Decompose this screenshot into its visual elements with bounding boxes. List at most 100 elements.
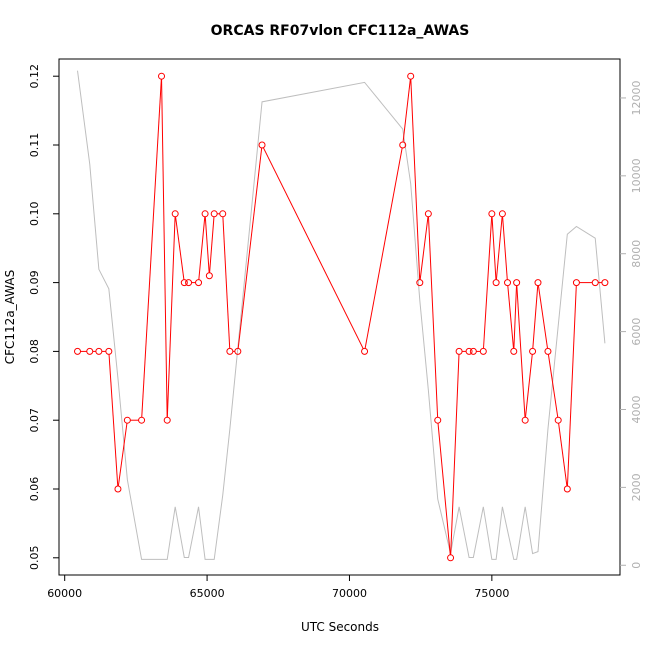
chart-title: ORCAS RF07vlon CFC112a_AWAS xyxy=(211,23,470,39)
primary-point-36 xyxy=(513,279,521,287)
primary-segment-7 xyxy=(161,79,168,418)
x-tick-label-1: 65000 xyxy=(190,587,225,600)
primary-segment-9 xyxy=(175,216,185,280)
primary-point-42 xyxy=(563,485,571,493)
x-tick-label-0: 60000 xyxy=(47,587,82,600)
secondary-line xyxy=(77,70,606,560)
y2-tick-label-3: 6000 xyxy=(630,318,643,346)
primary-segment-14 xyxy=(209,216,215,273)
primary-segment-23 xyxy=(419,216,429,280)
primary-point-7 xyxy=(158,72,166,80)
primary-segment-25 xyxy=(437,423,451,555)
primary-point-8 xyxy=(163,416,171,424)
primary-segment-34 xyxy=(507,285,515,349)
primary-point-30 xyxy=(479,347,487,355)
primary-point-26 xyxy=(447,554,455,562)
y2-axis: 0 2000 4000 6000 8000 10000 12000 xyxy=(620,80,643,569)
primary-segment-19 xyxy=(262,147,364,349)
primary-point-11 xyxy=(185,279,193,287)
primary-point-12 xyxy=(195,279,203,287)
primary-point-28 xyxy=(465,347,473,355)
y2-tick-label-0: 0 xyxy=(630,562,643,569)
primary-segment-3 xyxy=(108,354,119,487)
primary-point-18 xyxy=(234,347,242,355)
primary-point-9 xyxy=(171,210,179,218)
primary-point-44 xyxy=(591,279,599,287)
primary-segment-38 xyxy=(532,285,539,349)
primary-point-20 xyxy=(361,347,369,355)
primary-point-14 xyxy=(205,272,213,280)
primary-point-34 xyxy=(504,279,512,287)
y-tick-label-5: 0.10 xyxy=(28,202,41,227)
primary-point-41 xyxy=(554,416,562,424)
primary-point-43 xyxy=(572,279,580,287)
primary-segment-32 xyxy=(495,216,503,280)
primary-segment-31 xyxy=(491,216,497,280)
primary-point-35 xyxy=(510,347,518,355)
primary-point-38 xyxy=(529,347,537,355)
x-axis: 60000 65000 70000 75000 xyxy=(47,575,509,600)
primary-point-3 xyxy=(105,347,113,355)
primary-segment-13 xyxy=(204,216,210,273)
y-axis: 0.05 0.06 0.07 0.08 0.09 0.10 0.11 0.12 xyxy=(28,64,59,570)
primary-series xyxy=(74,72,609,562)
primary-segment-20 xyxy=(364,147,403,349)
y-tick-label-4: 0.09 xyxy=(28,270,41,295)
y-tick-label-1: 0.06 xyxy=(28,477,41,502)
y-tick-label-0: 0.05 xyxy=(28,546,41,571)
primary-segment-26 xyxy=(450,354,460,555)
primary-segment-12 xyxy=(198,216,206,280)
x-tick-label-2: 70000 xyxy=(332,587,367,600)
primary-segment-35 xyxy=(513,285,518,349)
primary-segment-8 xyxy=(166,216,176,418)
x-tick-label-3: 75000 xyxy=(474,587,509,600)
primary-point-1 xyxy=(86,347,94,355)
y2-tick-label-4: 8000 xyxy=(630,240,643,268)
x-axis-label: UTC Seconds xyxy=(301,620,379,634)
primary-point-27 xyxy=(455,347,463,355)
primary-point-2 xyxy=(95,347,103,355)
y2-tick-label-5: 10000 xyxy=(630,158,643,193)
primary-point-6 xyxy=(138,416,146,424)
primary-point-29 xyxy=(469,347,477,355)
primary-point-5 xyxy=(123,416,131,424)
primary-point-31 xyxy=(488,210,496,218)
primary-point-16 xyxy=(219,210,227,218)
primary-segment-22 xyxy=(410,79,421,280)
y-axis-label: CFC112a_AWAS xyxy=(3,270,17,365)
primary-segment-41 xyxy=(558,423,568,487)
plot-frame xyxy=(58,58,621,576)
primary-point-19 xyxy=(258,141,266,149)
primary-segment-24 xyxy=(427,216,439,418)
secondary-series xyxy=(77,70,606,560)
primary-point-17 xyxy=(226,347,234,355)
y2-tick-label-2: 4000 xyxy=(630,395,643,423)
primary-point-32 xyxy=(492,279,500,287)
primary-segment-36 xyxy=(516,285,526,418)
primary-segment-18 xyxy=(237,147,263,349)
primary-point-0 xyxy=(74,347,82,355)
primary-point-37 xyxy=(521,416,529,424)
primary-segment-40 xyxy=(547,354,559,418)
primary-point-10 xyxy=(180,279,188,287)
primary-point-13 xyxy=(201,210,209,218)
primary-point-22 xyxy=(407,72,415,80)
primary-point-40 xyxy=(544,347,552,355)
y-tick-label-7: 0.12 xyxy=(28,64,41,89)
primary-segment-6 xyxy=(141,79,162,418)
primary-point-23 xyxy=(416,279,424,287)
primary-segment-39 xyxy=(537,285,549,349)
y-tick-label-3: 0.08 xyxy=(28,339,41,364)
y2-tick-label-6: 12000 xyxy=(630,80,643,115)
y-tick-label-2: 0.07 xyxy=(28,408,41,433)
primary-segment-16 xyxy=(222,216,231,349)
primary-point-24 xyxy=(424,210,432,218)
primary-point-21 xyxy=(399,141,407,149)
primary-segment-37 xyxy=(524,354,533,418)
primary-segment-30 xyxy=(482,216,493,349)
primary-point-15 xyxy=(210,210,218,218)
primary-segment-4 xyxy=(117,423,128,487)
primary-point-33 xyxy=(498,210,506,218)
y-tick-label-6: 0.11 xyxy=(28,133,41,158)
